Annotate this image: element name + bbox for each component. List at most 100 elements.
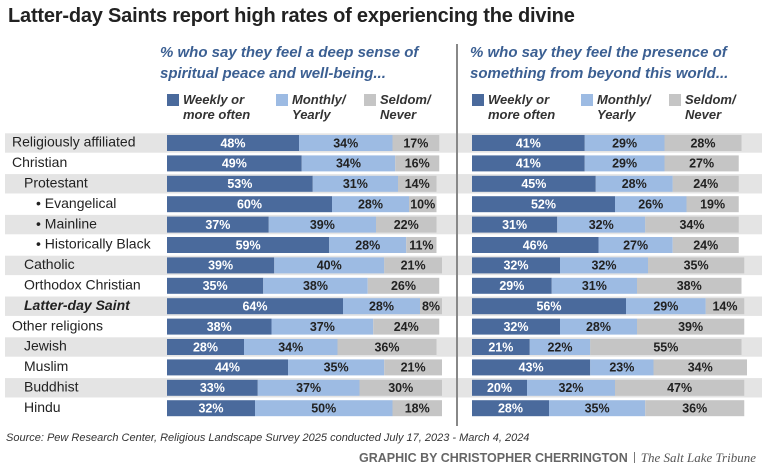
value-label: 27% — [689, 157, 714, 171]
value-label: 59% — [236, 238, 261, 252]
bar-segment — [167, 277, 264, 294]
value-label: 32% — [503, 259, 528, 273]
bar-segment — [288, 359, 385, 376]
value-label: 35% — [684, 259, 709, 273]
value-label: 29% — [612, 157, 637, 171]
value-label: 21% — [401, 259, 426, 273]
legend-swatch — [669, 94, 681, 106]
value-label: 53% — [227, 177, 252, 191]
value-label: 35% — [585, 401, 610, 415]
bar-segment — [472, 359, 591, 376]
value-label: 14% — [405, 177, 430, 191]
value-label: 31% — [343, 177, 368, 191]
value-label: 48% — [220, 136, 245, 150]
publisher: The Salt Lake Tribune — [640, 450, 756, 465]
bar-segment — [255, 400, 393, 417]
value-label: 35% — [203, 279, 228, 293]
value-label: 21% — [488, 340, 513, 354]
category-label: Buddhist — [24, 379, 79, 395]
bar-segment — [299, 135, 393, 151]
category-label: • Mainline — [36, 215, 97, 231]
bar-segment — [472, 298, 626, 315]
bar-segment — [332, 196, 409, 213]
bar-segment — [384, 257, 442, 274]
category-label: Catholic — [24, 256, 75, 272]
value-label: 24% — [394, 320, 419, 334]
bar-segment — [392, 135, 440, 151]
value-label: 56% — [536, 299, 561, 313]
category-label: • Historically Black — [36, 236, 152, 252]
value-label: 17% — [403, 136, 428, 150]
bar-segment — [557, 216, 646, 233]
bar-segment — [472, 379, 527, 396]
value-label: 36% — [682, 401, 707, 415]
bar-segment — [167, 379, 258, 396]
bar-segment — [406, 237, 437, 253]
value-label: 24% — [693, 177, 718, 191]
value-label: 28% — [622, 177, 647, 191]
value-label: 32% — [503, 320, 528, 334]
legend-swatch — [472, 94, 484, 106]
value-label: 41% — [516, 157, 541, 171]
legend-swatch — [276, 94, 288, 106]
bar-segment — [384, 359, 442, 376]
bar-segment — [637, 277, 742, 294]
bar-segment — [626, 298, 706, 315]
bar-segment — [551, 277, 637, 294]
value-label: 29% — [499, 279, 524, 293]
value-label: 52% — [531, 197, 556, 211]
bar-segment — [472, 155, 585, 172]
bar-segment — [598, 237, 673, 253]
bar-segment — [584, 135, 665, 151]
bar-segment — [472, 237, 599, 253]
value-label: 32% — [589, 218, 614, 232]
bar-segment — [244, 339, 338, 355]
bar-segment — [664, 135, 742, 151]
bar-segment — [167, 339, 244, 355]
category-label: Jewish — [24, 338, 67, 354]
bar-segment — [398, 175, 437, 192]
legend-label: Seldom/ Never — [380, 92, 431, 122]
value-label: 27% — [623, 238, 648, 252]
category-label: Hindu — [24, 399, 61, 415]
bar-segment — [686, 196, 739, 213]
bar-segment — [359, 379, 442, 396]
bar-segment — [590, 339, 742, 355]
value-label: 10% — [410, 197, 435, 211]
bar-segment — [268, 216, 376, 233]
subtitle: % who say they feel a deep sense of spir… — [160, 44, 419, 82]
bar-segment — [274, 257, 385, 274]
legend-swatch — [364, 94, 376, 106]
bar-segment — [263, 277, 368, 294]
legend-label: Seldom/ Never — [685, 92, 736, 122]
value-label: 29% — [653, 299, 678, 313]
value-label: 14% — [712, 299, 737, 313]
value-label: 22% — [547, 340, 572, 354]
value-label: 31% — [502, 218, 527, 232]
value-label: 28% — [369, 299, 394, 313]
subtitle: % who say they feel the presence of some… — [470, 44, 729, 82]
bar-segment — [472, 257, 560, 274]
bar-segment — [420, 298, 442, 315]
source: Source: Pew Research Center, Religious L… — [6, 432, 530, 444]
bar-segment — [167, 257, 275, 274]
legend-swatch — [167, 94, 179, 106]
value-label: 37% — [296, 381, 321, 395]
bar-segment — [615, 379, 745, 396]
value-label: 40% — [317, 259, 342, 273]
bar-segment — [472, 196, 615, 213]
value-label: 38% — [207, 320, 232, 334]
value-label: 50% — [311, 401, 336, 415]
category-label: Christian — [12, 154, 67, 170]
bar-segment — [167, 359, 288, 376]
bar-segment — [549, 400, 646, 417]
value-label: 45% — [521, 177, 546, 191]
value-label: 28% — [586, 320, 611, 334]
credit-line: GRAPHIC BY CHRISTOPHER CHERRINGTON The Sa… — [359, 450, 756, 466]
value-label: 37% — [310, 320, 335, 334]
value-label: 21% — [401, 361, 426, 375]
value-label: 28% — [690, 136, 715, 150]
value-label: 34% — [336, 157, 361, 171]
separator — [633, 452, 635, 463]
